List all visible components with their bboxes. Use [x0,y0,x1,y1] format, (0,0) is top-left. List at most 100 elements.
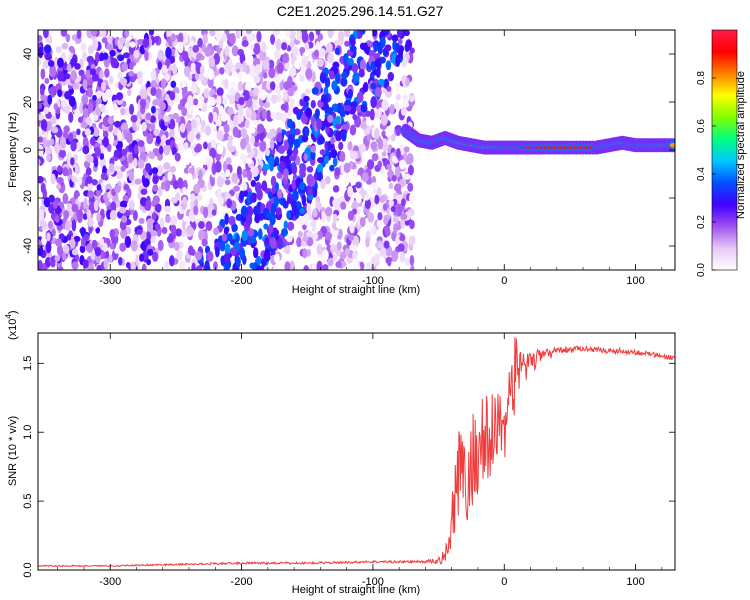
spectrogram-cell [166,235,174,244]
spectrogram-cell [256,255,262,266]
spectrogram-cell [284,245,291,255]
spectrogram-cell [249,262,256,269]
spectrogram-cell [249,42,255,50]
spectrogram-cell [262,72,268,79]
spectrogram-cell [227,106,234,117]
spectrogram-cell [224,45,230,56]
spectrogram-cell [407,182,414,192]
spectrogram-cell [177,32,184,44]
spectrogram-cell [101,37,108,44]
spectrogram-cell [169,91,176,101]
spectrogram-cell [113,149,120,158]
y-tick-label: 0.0 [22,562,34,577]
spectrogram-cell [146,258,152,266]
spectrogram-cell [359,216,366,227]
spectrogram-cell [288,66,297,77]
spectrogram-cell [409,94,415,103]
spectrogram-cell [85,117,92,126]
spectrogram-cell [82,136,89,148]
spectrogram-cell [132,210,138,221]
spectrogram-cell [249,195,255,203]
spectrogram-cell [337,31,345,41]
spectrogram-cell [193,205,199,216]
spectrogram-cell [46,232,51,242]
spectrogram-cell [148,30,155,36]
spectrogram-cell [251,166,259,177]
spectrogram-cell [384,44,392,52]
colorbar-tick-label: 0.0 [696,263,707,277]
spectrogram-cell [276,172,283,179]
spectrogram-cell [290,128,297,135]
spectrogram-cell [246,33,254,43]
spectrogram-cell [244,119,250,129]
spectrogram-cell [211,209,217,216]
spectrogram-cell [182,50,189,62]
spectrogram-cell [56,243,63,256]
spectrogram-cell [45,53,53,61]
spectrogram-cell [347,58,354,66]
spectrogram-cell [376,187,382,197]
spectrogram-cell [371,175,377,184]
spectrogram-cell [386,163,392,171]
spectrogram-cell [91,179,98,186]
spectrogram-cell [369,108,375,121]
spectrogram-cell [100,172,108,181]
spectrogram-cell [117,71,123,80]
spectrogram-cell [366,245,374,257]
spectrogram-cell [68,111,74,123]
spectrogram-cell [163,115,170,122]
spectrogram-cell [315,30,321,36]
spectrogram-cell [93,127,100,137]
spectrogram-cell [386,256,392,267]
spectrogram-cell [110,201,117,213]
spectrogram-cell [79,245,86,254]
spectrogram-cell [81,51,88,62]
spectrogram-cell [253,247,259,259]
spectrogram-cell [377,160,382,169]
spectrogram-cell [377,211,383,221]
spectrogram-cell [380,247,387,256]
spectrogram-cell [164,260,169,268]
spectrogram-cell [322,264,329,270]
spectrogram-cell [169,165,177,173]
spectrogram-cell [72,81,80,90]
spectrogram-cell [74,164,81,175]
spectrogram-cell [224,179,231,186]
spectrogram-cell [139,253,145,262]
spectrogram-cell [320,178,326,190]
spectrogram-cell [321,249,329,261]
spectrogram-cell [181,230,188,237]
spectrogram-cell [69,237,76,249]
spectrogram-cell [292,190,299,202]
spectrogram-cell [168,128,175,139]
x-tick-label: 0 [501,576,507,588]
spectrogram-cell [228,94,236,105]
spectrogram-cell [286,118,293,129]
spectrogram-cell [352,72,360,84]
spectrogram-cell [82,213,88,221]
spectrogram-cell [157,186,163,197]
spectrogram-cell [286,235,293,243]
spectrogram-cell [191,262,196,270]
spectrogram-cell [363,42,368,53]
colorbar-ticks: 0.0 0.2 0.4 0.6 0.8 [696,71,716,277]
spectrogram-cell [306,173,314,186]
spectrogram-cell [161,226,168,234]
spectrogram-cell [159,101,167,111]
spectrogram-cell [123,106,131,116]
spectrogram-cell [257,150,264,161]
spectrogram-cell [303,95,310,102]
spectrogram-cell [40,182,46,194]
spectrogram-cell [397,243,405,252]
spectrogram-cell [38,46,44,59]
spectrogram-cell [366,133,371,142]
spectrogram-cell [177,41,184,54]
spectrogram-cell [144,49,149,62]
spectrogram-cell [114,165,122,172]
spectrogram-cell [394,166,401,178]
spectrogram-cell [76,128,81,136]
spectrogram-cell [252,99,259,110]
spectrogram-cell [314,108,320,119]
spectrogram-cell [365,237,370,248]
